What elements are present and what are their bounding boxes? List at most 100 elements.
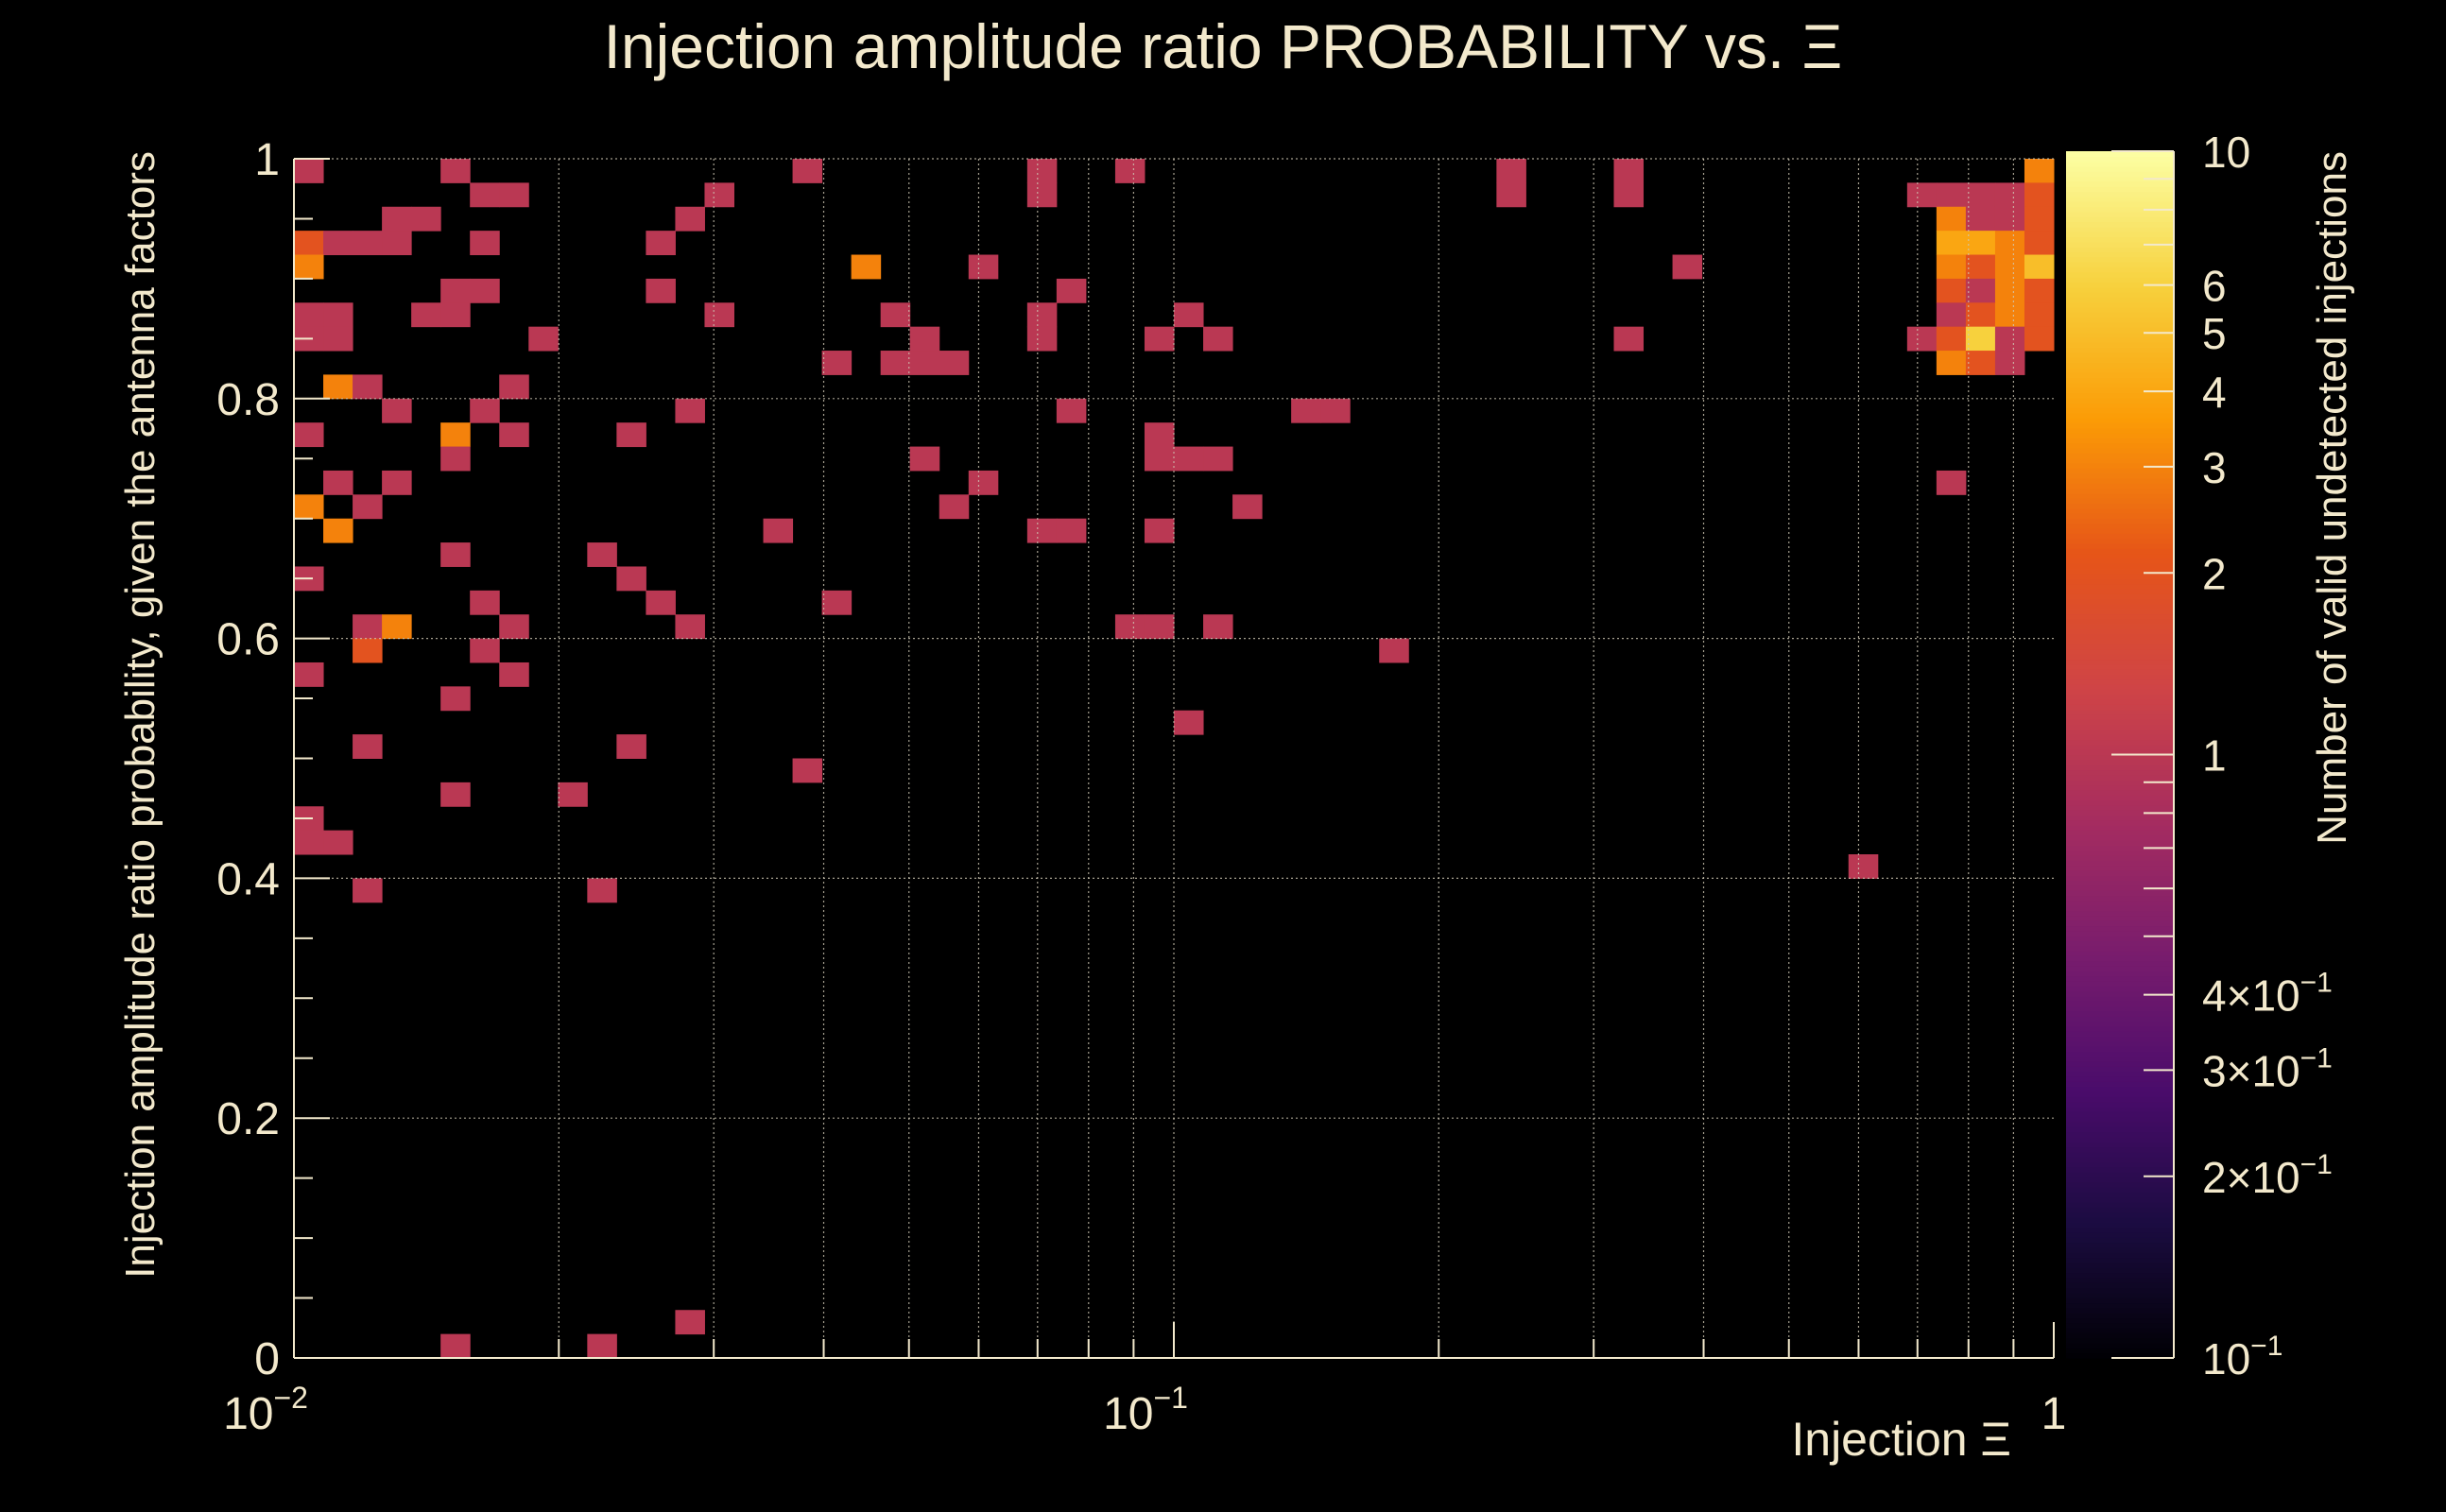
colorbar-strip [2066, 483, 2174, 490]
heatmap-cell [1936, 278, 1967, 303]
colorbar-strip [2066, 1071, 2174, 1077]
colorbar-strip [2066, 1267, 2174, 1274]
colorbar-strip [2066, 1227, 2174, 1233]
heatmap-cell [1496, 182, 1526, 208]
heatmap-cell [353, 734, 383, 759]
colorbar-strip [2066, 1322, 2174, 1329]
colorbar-strip [2066, 1287, 2174, 1294]
colorbar-strip [2066, 975, 2174, 982]
heatmap-cell [587, 878, 617, 903]
heatmap-cell [294, 159, 324, 183]
colorbar-strip [2066, 1231, 2174, 1238]
colorbar-strip [2066, 769, 2174, 776]
heatmap-cell [1114, 614, 1145, 640]
heatmap-cell [499, 182, 529, 208]
colorbar-strip [2066, 719, 2174, 726]
heatmap-cell [1496, 159, 1526, 183]
heatmap-cell [382, 206, 412, 232]
colorbar-strip [2066, 819, 2174, 826]
colorbar-strip [2066, 1352, 2174, 1359]
colorbar-strip [2066, 875, 2174, 882]
colorbar-strip [2066, 513, 2174, 520]
heatmap-cell [646, 278, 676, 303]
heatmap-cell [675, 398, 705, 423]
colorbar-strip [2066, 438, 2174, 444]
colorbar-strip [2066, 689, 2174, 696]
colorbar-strip [2066, 804, 2174, 811]
heatmap-cell [382, 470, 412, 495]
colorbar-strip [2066, 593, 2174, 600]
colorbar-strip [2066, 618, 2174, 625]
y-tick-label: 0.4 [216, 854, 280, 904]
colorbar-strip [2066, 462, 2174, 469]
colorbar-strip [2066, 327, 2174, 334]
colorbar-strip [2066, 1016, 2174, 1022]
colorbar-strip [2066, 694, 2174, 700]
colorbar-strip [2066, 1151, 2174, 1158]
colorbar-strip [2066, 995, 2174, 1002]
colorbar-strip [2066, 644, 2174, 650]
heatmap-cell [616, 422, 646, 448]
colorbar-strip [2066, 1051, 2174, 1057]
colorbar-strip [2066, 533, 2174, 540]
colorbar-strip [2066, 1056, 2174, 1062]
heatmap-cells [294, 159, 2055, 1359]
heatmap-cell [1613, 182, 1645, 208]
heatmap-cell [1994, 326, 2025, 352]
heatmap-cell [411, 302, 441, 328]
colorbar-strip [2066, 1046, 2174, 1053]
colorbar-strip [2066, 1307, 2174, 1314]
colorbar-strip [2066, 432, 2174, 438]
heatmap-cell [587, 542, 617, 567]
colorbar-strip [2066, 749, 2174, 756]
heatmap-cell [646, 590, 676, 615]
heatmap-cell [1026, 326, 1058, 352]
colorbar-strip [2066, 488, 2174, 494]
colorbar-label: Number of valid undetected injections [2309, 151, 2355, 845]
colorbar-strip [2066, 1246, 2174, 1253]
heatmap-cell [880, 302, 911, 328]
colorbar-strip [2066, 1282, 2174, 1289]
colorbar-strip [2066, 362, 2174, 369]
heatmap-cell [968, 470, 999, 495]
heatmap-cell [821, 351, 853, 375]
y-axis-label: Injection amplitude ratio probability, g… [117, 151, 164, 1279]
colorbar-strip [2066, 573, 2174, 579]
colorbar-strip [2066, 990, 2174, 997]
colorbar-strip [2066, 684, 2174, 690]
colorbar-strip [2066, 1081, 2174, 1088]
colorbar-strip [2066, 397, 2174, 404]
heatmap-cell [1613, 326, 1645, 352]
y-tick-label: 0.6 [216, 615, 280, 665]
heatmap-cell [294, 422, 324, 448]
colorbar-strip [2066, 930, 2174, 936]
colorbar-strip [2066, 418, 2174, 423]
heatmap-cell [2024, 182, 2055, 208]
heatmap-cell [2024, 302, 2055, 328]
heatmap-cell [440, 159, 471, 183]
colorbar-strip [2066, 232, 2174, 238]
heatmap-cell [1026, 182, 1058, 208]
heatmap-cell [440, 302, 471, 328]
colorbar-strip [2066, 659, 2174, 665]
heatmap-cell [294, 494, 324, 520]
colorbar-strip [2066, 613, 2174, 620]
colorbar-strip [2066, 724, 2174, 730]
colorbar-strip [2066, 528, 2174, 534]
heatmap-cell [909, 326, 940, 352]
colorbar-strip [2066, 266, 2174, 273]
heatmap-cell [294, 254, 324, 280]
heatmap-cell [1114, 159, 1145, 183]
colorbar-strip [2066, 588, 2174, 594]
colorbar-strip [2066, 940, 2174, 947]
heatmap-cell [616, 566, 646, 592]
heatmap-cell [704, 182, 734, 208]
colorbar-strip [2066, 196, 2174, 202]
colorbar-strip [2066, 698, 2174, 705]
heatmap-cell [353, 638, 383, 663]
colorbar-strip [2066, 603, 2174, 610]
heatmap-cell [411, 206, 441, 232]
colorbar-strip [2066, 226, 2174, 232]
heatmap-cell [440, 1333, 471, 1359]
colorbar-strip [2066, 1066, 2174, 1073]
